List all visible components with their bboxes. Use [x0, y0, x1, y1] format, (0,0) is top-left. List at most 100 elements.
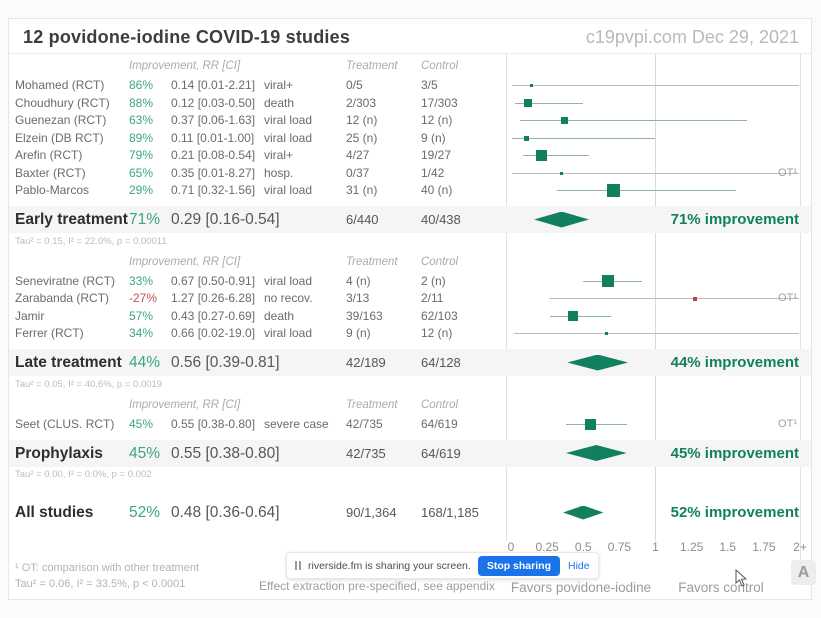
- study-control: 17/303: [421, 95, 458, 110]
- summary-label: Early treatment: [15, 211, 128, 228]
- study-name: Choudhury (RCT): [15, 95, 110, 110]
- study-treatment: 2/303: [346, 95, 377, 110]
- study-name: Ferrer (RCT): [15, 326, 84, 340]
- axis-tick: 1.25: [679, 540, 704, 554]
- study-improvement: 29%: [129, 183, 154, 197]
- mouse-cursor: [735, 569, 748, 587]
- header-divider: [9, 53, 811, 54]
- ci-line: [548, 298, 799, 299]
- study-treatment: 4/27: [346, 148, 370, 162]
- study-treatment: 9 (n): [346, 326, 371, 340]
- accessibility-widget[interactable]: A: [791, 560, 816, 585]
- study-control: 12 (n): [421, 326, 453, 340]
- study-treatment: 42/735: [346, 416, 383, 431]
- table-row: Improvement, RR [CI] Treatment Control: [9, 57, 811, 75]
- table-row: Late treatment 44% 0.56 [0.39-0.81] 42/189 6…: [9, 349, 811, 376]
- point-estimate: [568, 311, 579, 322]
- axis-tick: 1.5: [719, 540, 737, 554]
- study-name: Mohamed (RCT): [15, 78, 105, 92]
- ci-line: [522, 155, 590, 156]
- study-improvement: 79%: [129, 148, 154, 162]
- point-estimate: [560, 117, 568, 125]
- ot-superscript: OT¹: [778, 292, 797, 304]
- summary-control: 168/1,185: [421, 505, 479, 520]
- study-improvement: 34%: [129, 326, 154, 340]
- table-row: Elzein (DB RCT) 89% 0.11 [0.01-1.00] viral …: [9, 130, 811, 148]
- improvement-label: 44% improvement: [670, 354, 799, 371]
- study-control: 62/103: [421, 308, 458, 323]
- table-row: Zarabanda (RCT) -27% 1.27 [0.26-6.28] no re…: [9, 290, 811, 308]
- col-header-treatment: Treatment: [346, 60, 398, 72]
- plot-right-border: [800, 54, 801, 560]
- ci-line: [515, 102, 584, 104]
- table-row: Baxter (RCT) 65% 0.35 [0.01-8.27] hosp. 0/37…: [9, 165, 811, 183]
- point-estimate: [607, 184, 621, 198]
- study-outcome: viral+: [264, 148, 294, 162]
- study-name: Arefin (RCT): [15, 148, 83, 162]
- forest-plot-rows: Improvement, RR [CI] Treatment Control Moha…: [9, 19, 811, 599]
- study-name: Jamir: [15, 308, 45, 323]
- summary-rr-ci: 0.56 [0.39-0.81]: [171, 354, 280, 371]
- point-estimate: [535, 150, 547, 162]
- col-header-treatment: Treatment: [346, 255, 398, 268]
- study-rr-ci: 0.12 [0.03-0.50]: [171, 95, 256, 110]
- study-rr-ci: 0.43 [0.27-0.69]: [171, 308, 256, 323]
- col-header-control: Control: [421, 255, 459, 268]
- axis-tick: 0: [507, 540, 515, 554]
- study-rr-ci: 0.66 [0.02-19.0]: [171, 326, 256, 340]
- study-improvement: 45%: [129, 416, 154, 431]
- study-treatment: 12 (n): [346, 113, 378, 127]
- table-row: Ferrer (RCT) 34% 0.66 [0.02-19.0] viral loa…: [9, 325, 811, 343]
- ci-line: [512, 137, 656, 139]
- study-treatment: 4 (n): [346, 273, 371, 288]
- study-improvement: 86%: [129, 78, 154, 92]
- axis-tick: 1.75: [752, 540, 776, 554]
- stop-sharing-button[interactable]: Stop sharing: [477, 555, 560, 576]
- study-control: 64/619: [421, 416, 458, 431]
- study-rr-ci: 0.55 [0.38-0.80]: [171, 416, 256, 431]
- study-treatment: 25 (n): [346, 130, 378, 145]
- study-outcome: death: [264, 308, 295, 323]
- study-improvement: 89%: [129, 130, 154, 145]
- heterogeneity-note: Tau² = 0.15, I² = 22.0%, p = 0.00011: [15, 235, 167, 247]
- summary-improvement: 45%: [129, 444, 161, 462]
- table-row: Improvement, RR [CI] Treatment Control: [9, 253, 811, 271]
- footnote-ot: ¹ OT: comparison with other treatment: [15, 562, 200, 574]
- hide-link[interactable]: Hide: [567, 559, 590, 572]
- summary-improvement: 52%: [129, 504, 161, 521]
- point-estimate: [601, 275, 614, 288]
- axis-tick: 0.5: [574, 540, 592, 554]
- col-header-improvement: Improvement, RR [CI]: [129, 255, 241, 268]
- study-control: 9 (n): [421, 130, 446, 145]
- footnote-tau: Tau² = 0.06, I² = 33.5%, p < 0.0001: [15, 578, 186, 590]
- study-rr-ci: 0.67 [0.50-0.91]: [171, 273, 256, 288]
- favors-left-label: Favors povidone-iodine: [510, 580, 652, 595]
- heterogeneity-note: Tau² = 0.00, I² = 0.0%, p = 0.002: [15, 469, 152, 480]
- summary-rr-ci: 0.29 [0.16-0.54]: [171, 211, 280, 228]
- summary-control: 40/438: [421, 212, 461, 227]
- study-control: 2 (n): [421, 273, 446, 288]
- point-estimate: [560, 171, 564, 175]
- ci-line: [557, 190, 737, 191]
- study-rr-ci: 0.71 [0.32-1.56]: [171, 183, 256, 197]
- ci-line: [550, 315, 611, 317]
- study-rr-ci: 0.37 [0.06-1.63]: [171, 113, 256, 127]
- summary-treatment: 6/440: [346, 212, 379, 227]
- heterogeneity-note: Tau² = 0.05, I² = 40.6%, p = 0.0019: [15, 378, 163, 390]
- source-date: c19pvpi.com Dec 29, 2021: [585, 27, 799, 47]
- study-name: Zarabanda (RCT): [15, 291, 110, 305]
- study-treatment: 31 (n): [346, 183, 378, 197]
- table-row: Arefin (RCT) 79% 0.21 [0.08-0.54] viral+ 4/2…: [9, 147, 811, 165]
- footnote-effect: Effect extraction pre-specified, see app…: [259, 579, 495, 593]
- study-treatment: 3/13: [346, 291, 370, 305]
- study-outcome: viral+: [264, 78, 294, 92]
- table-row: Prophylaxis 45% 0.55 [0.38-0.80] 42/735 64/6…: [9, 439, 811, 467]
- summary-diamond: [563, 505, 604, 520]
- point-estimate: [584, 418, 596, 430]
- table-row: Seet (CLUS. RCT) 45% 0.55 [0.38-0.80] sever…: [9, 416, 811, 434]
- improvement-label: 71% improvement: [670, 211, 799, 228]
- study-outcome: viral load: [264, 183, 313, 197]
- study-name: Guenezan (RCT): [15, 113, 107, 127]
- study-rr-ci: 0.21 [0.08-0.54]: [171, 148, 256, 162]
- summary-improvement: 44%: [129, 354, 161, 371]
